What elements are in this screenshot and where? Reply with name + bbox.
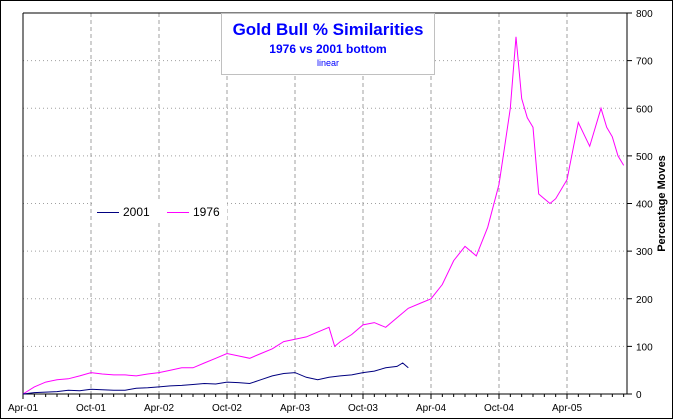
legend-item-1976: 1976 [167, 205, 220, 219]
legend-label: 2001 [123, 205, 150, 219]
y-axis-label: Percentage Moves [656, 155, 668, 252]
x-tick-label: Oct-03 [348, 403, 378, 414]
y-tick-label: 400 [636, 200, 653, 211]
x-tick-label: Apr-03 [280, 403, 310, 414]
x-tick-label: Apr-05 [552, 403, 582, 414]
y-tick-label: 100 [636, 342, 653, 353]
series-line-2001 [22, 362, 409, 395]
legend-swatch [97, 212, 119, 214]
y-tick-label: 200 [636, 295, 653, 306]
x-tick-label: Apr-02 [144, 403, 174, 414]
legend-swatch [167, 212, 189, 214]
chart-scale-label: linear [316, 58, 339, 68]
y-tick-label: 500 [636, 152, 653, 163]
y-tick-label: 600 [636, 104, 653, 115]
y-tick-label: 800 [636, 9, 653, 20]
series-line-1976 [22, 36, 625, 395]
y-tick-label: 0 [636, 390, 642, 401]
x-tick-label: Oct-04 [484, 403, 514, 414]
chart-subtitle: 1976 vs 2001 bottom [269, 42, 387, 56]
legend-item-2001: 2001 [97, 205, 150, 219]
x-tick-label: Apr-01 [8, 403, 38, 414]
y-tick-label: 300 [636, 247, 653, 258]
x-tick-label: Oct-01 [76, 403, 106, 414]
chart-title-box: Gold Bull % Similarities 1976 vs 2001 bo… [221, 13, 435, 75]
y-tick-label: 700 [636, 57, 653, 68]
chart-title: Gold Bull % Similarities [232, 20, 424, 39]
x-tick-label: Apr-04 [416, 403, 446, 414]
legend-label: 1976 [193, 205, 220, 219]
legend: 2001 1976 [93, 202, 227, 222]
x-tick-label: Oct-02 [212, 403, 242, 414]
